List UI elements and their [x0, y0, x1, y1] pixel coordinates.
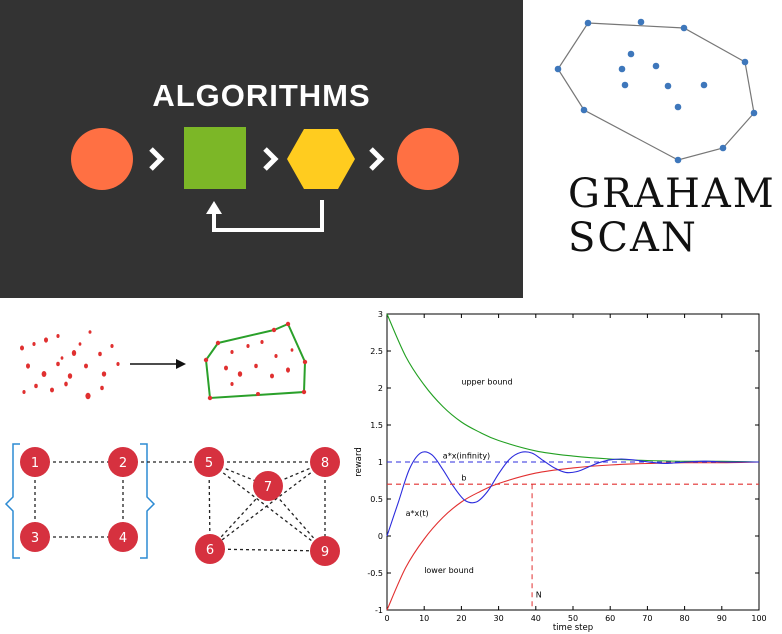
graham-scan-label: GRAHAM SCAN: [568, 172, 778, 260]
x-tick-label: 20: [456, 614, 466, 623]
y-axis-label: reward: [354, 447, 364, 476]
graph-node: 4: [108, 522, 138, 552]
graph-node-label: 9: [321, 545, 329, 560]
y-tick-label: 0.5: [370, 495, 383, 504]
annotation-label: b: [461, 474, 466, 483]
axis-ticks: 0 10 20 30 40 50 60 70 80 90 100 -1 -0.5 0 0.5 1 1.5 2 2.5…: [367, 310, 766, 623]
annotation-label: a*x(infinity): [443, 451, 490, 460]
chevron-right-icon: [263, 147, 279, 171]
x-tick-label: 60: [605, 614, 615, 623]
x-tick-label: 30: [494, 614, 504, 623]
right-bracket: [140, 443, 156, 559]
y-tick-label: -0.5: [367, 569, 383, 578]
graph-edges: [34, 461, 326, 552]
loop-arrow-icon: [206, 200, 324, 232]
reward-chart: 0 10 20 30 40 50 60 70 80 90 100 -1 -0.5 0 0.5 1 1.5 2 2.5…: [354, 310, 767, 633]
arrow-right-icon: [130, 359, 186, 369]
graph-node-label: 8: [321, 456, 329, 471]
graph-nodes: 1 2 3 4 5 6 7 8 9: [20, 447, 340, 566]
point-cloud: [20, 330, 120, 400]
annotation-label: upper bound: [461, 377, 512, 386]
graph-node-label: 3: [31, 531, 39, 546]
x-axis-label: time step: [553, 623, 593, 633]
annotation-layer: upper bound a*x(infinity) b a*x(t) lower bou…: [406, 377, 542, 599]
circle-icon: [71, 128, 133, 190]
x-tick-label: 50: [568, 614, 578, 623]
graham-label-line2: SCAN: [568, 215, 698, 261]
x-tick-label: 40: [531, 614, 541, 623]
y-tick-label: 2.5: [370, 347, 383, 356]
point-cloud-hull: [203, 321, 308, 401]
hexagon-icon: [287, 129, 355, 189]
algorithms-title: ALGORITHMS: [152, 78, 371, 113]
graph-node-label: 4: [119, 531, 127, 546]
graph-node-label: 1: [31, 456, 39, 471]
left-bracket: [4, 443, 20, 559]
algorithms-panel: ALGORITHMS: [0, 0, 523, 298]
x-tick-label: 10: [419, 614, 429, 623]
chevron-right-icon: [149, 147, 165, 171]
convex-hull-outline: [557, 22, 755, 161]
x-tick-label: 100: [751, 614, 766, 623]
series-layer: [386, 313, 760, 611]
y-tick-label: 3: [378, 310, 383, 319]
annotation-label: N: [536, 590, 542, 599]
graph-node: 6: [195, 534, 225, 564]
graph-node-label: 5: [205, 456, 213, 471]
algorithms-flow-diagram: [71, 127, 459, 232]
graph-node: 5: [194, 447, 224, 477]
annotation-label: lower bound: [424, 566, 474, 575]
y-tick-label: -1: [375, 606, 383, 615]
x-tick-label: 0: [384, 614, 389, 623]
y-tick-label: 0: [378, 532, 383, 541]
chevron-right-icon: [369, 147, 385, 171]
convex-hull-diagram: [554, 18, 758, 164]
series-upper-bound: [386, 313, 760, 463]
graph-node: 2: [108, 447, 138, 477]
graph-node: 7: [253, 471, 283, 501]
graph-node: 1: [20, 447, 50, 477]
x-tick-label: 90: [717, 614, 727, 623]
graph-node-label: 6: [206, 543, 214, 558]
y-tick-label: 2: [378, 384, 383, 393]
graph-node-label: 2: [119, 456, 127, 471]
x-tick-label: 70: [642, 614, 652, 623]
graph-node: 3: [20, 522, 50, 552]
y-tick-label: 1.5: [370, 421, 383, 430]
hull-and-graph-diagram: 1 2 3 4 5 6 7 8 9: [4, 321, 340, 566]
graph-node: 9: [310, 536, 340, 566]
y-tick-label: 1: [378, 458, 383, 467]
graph-node-label: 7: [264, 480, 272, 495]
hull-points: [554, 18, 758, 164]
graham-label-line1: GRAHAM: [568, 171, 776, 217]
annotation-label: a*x(t): [406, 509, 429, 518]
x-tick-label: 80: [680, 614, 690, 623]
square-icon: [184, 127, 246, 189]
graph-node: 8: [310, 447, 340, 477]
circle-icon: [397, 128, 459, 190]
